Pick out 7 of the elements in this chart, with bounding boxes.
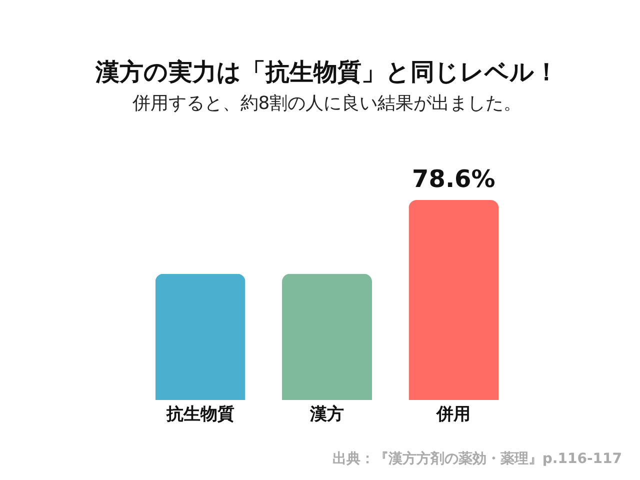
chart-subtitle: 併用すると、約8割の人に良い結果が出ました。 — [131, 93, 522, 114]
x-tick-label: 抗生物質 — [165, 404, 234, 424]
chart-title: 漢方の実力は「抗生物質」と同じレベル！ — [94, 58, 558, 86]
source-note: 出典：『漢方方剤の薬効・薬理』p.116-117 — [332, 450, 622, 468]
data-label: 78.6% — [412, 165, 496, 193]
x-tick-label: 併用 — [436, 404, 471, 424]
x-tick-label: 漢方 — [309, 404, 344, 424]
